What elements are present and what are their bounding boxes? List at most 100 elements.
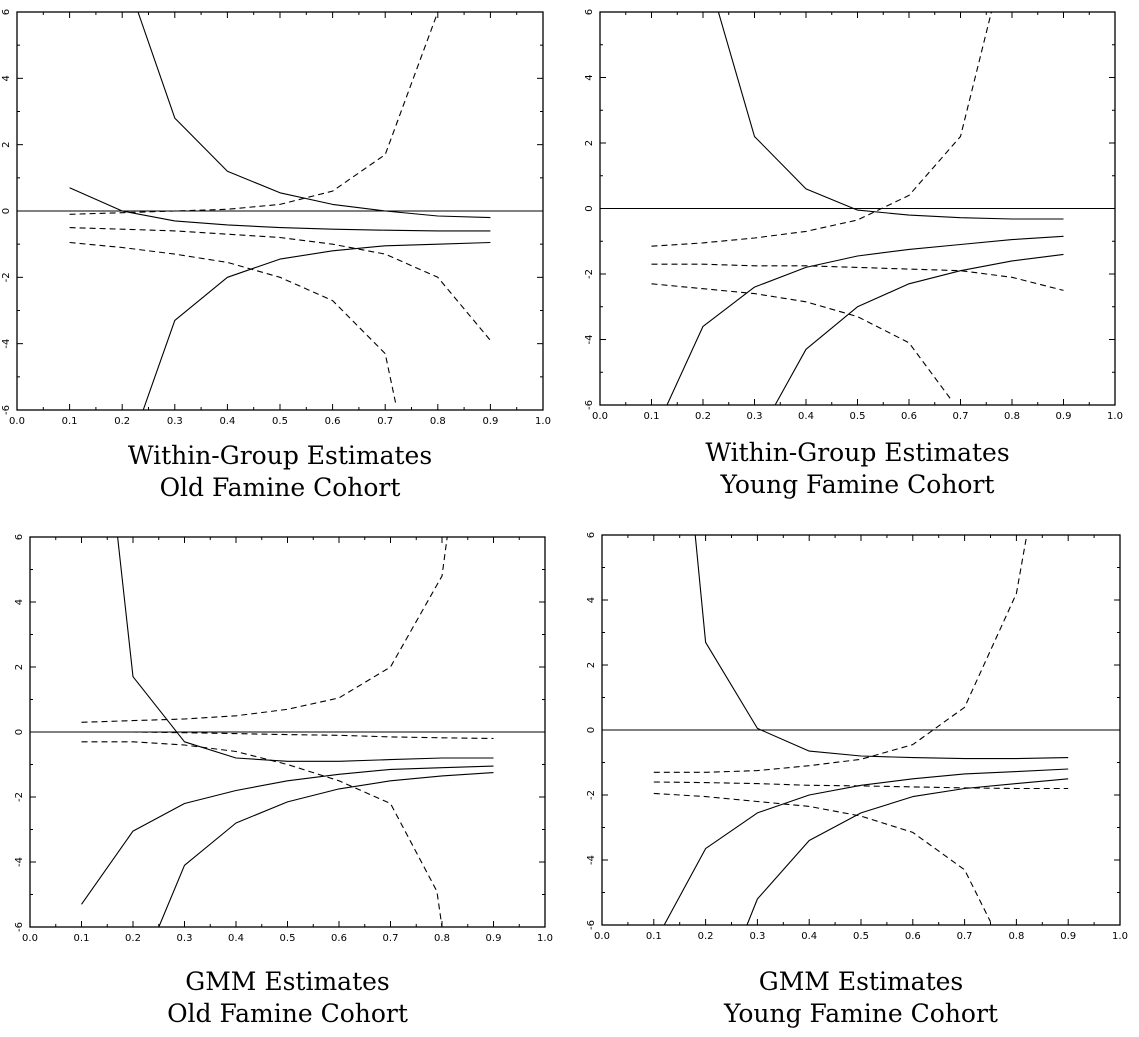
caption-line-1: Within-Group Estimates: [705, 438, 1010, 467]
y-tick-label: -4: [14, 857, 25, 867]
x-tick-label: 0.1: [644, 411, 660, 422]
dashed-series-line-3: [69, 12, 439, 215]
series-group: [651, 12, 1064, 405]
solid-series-line-1: [81, 765, 494, 905]
x-tick-label: 0.0: [22, 933, 38, 944]
y-tick-label: -6: [14, 922, 25, 932]
y-tick-label: 0: [584, 205, 595, 211]
x-tick-label: 0.9: [486, 933, 502, 944]
x-tick-label: 0.4: [798, 411, 814, 422]
x-tick-label: 0.6: [325, 416, 341, 427]
x-tick-label: 1.0: [537, 933, 553, 944]
x-tick-label: 0.4: [228, 933, 244, 944]
y-tick-label: -4: [1, 339, 12, 349]
dashed-series-line-4: [653, 781, 1069, 790]
series-group: [653, 535, 1069, 925]
chart-svg: 0.0 0.1 0.2 0.3 0.4 0.5 0.6 0.7 0.8 0.9 1.0 -6 -4 -2 0…: [584, 9, 1123, 422]
dashed-series-line-4: [69, 227, 491, 341]
caption-line-1: GMM Estimates: [758, 967, 964, 996]
solid-series-line-1: [666, 235, 1064, 405]
x-tick-label: 0.0: [9, 416, 25, 427]
x-tick-label: 0.9: [482, 416, 498, 427]
y-tick-label: 6: [14, 534, 25, 540]
x-tick-label: 0.2: [114, 416, 130, 427]
caption-line-2: Young Famine Cohort: [720, 470, 995, 499]
solid-series-line-0: [137, 12, 491, 219]
y-tick-label: 4: [584, 74, 595, 80]
y-tick-label: 6: [586, 532, 597, 538]
chart-svg: 0.0 0.1 0.2 0.3 0.4 0.5 0.6 0.7 0.8 0.9 1.0 -6 -4 -2 0…: [14, 534, 553, 944]
series-group: [69, 12, 491, 410]
y-tick-label: 0: [14, 729, 25, 735]
x-tick-label: 1.0: [1107, 411, 1123, 422]
chart-svg: 0.0 0.1 0.2 0.3 0.4 0.5 0.6 0.7 0.8 0.9 1.0 -6 -4 -2 0…: [1, 9, 551, 427]
y-tick-label: 0: [1, 208, 12, 214]
y-tick-label: 4: [1, 75, 12, 81]
x-tick-label: 0.1: [62, 416, 78, 427]
x-tick-label: 0.7: [377, 416, 393, 427]
x-tick-label: 0.6: [901, 411, 917, 422]
y-tick-label: 2: [586, 662, 597, 668]
y-tick-label: 2: [584, 140, 595, 146]
x-tick-label: 0.9: [1056, 411, 1072, 422]
solid-series-line-2: [746, 778, 1069, 925]
y-tick-label: -2: [1, 272, 12, 282]
dashed-series-line-4: [651, 263, 1064, 291]
solid-series-line-1: [69, 187, 491, 232]
x-tick-label: 0.8: [1008, 931, 1024, 942]
dashed-series-line-5: [69, 241, 397, 404]
x-tick-label: 0.5: [280, 933, 296, 944]
x-tick-label: 1.0: [1112, 931, 1128, 942]
solid-series-line-2: [142, 241, 491, 410]
dashed-series-line-4: [81, 731, 494, 740]
y-tick-label: 4: [14, 599, 25, 605]
solid-series-line-2: [774, 253, 1064, 405]
x-tick-label: 0.5: [272, 416, 288, 427]
caption-line-2: Old Famine Cohort: [167, 999, 408, 1028]
x-tick-label: 0.6: [331, 933, 347, 944]
x-tick-label: 0.2: [698, 931, 714, 942]
solid-series-line-2: [158, 772, 494, 927]
x-tick-label: 0.7: [953, 411, 969, 422]
y-tick-label: 0: [586, 727, 597, 733]
dashed-series-line-3: [653, 535, 1028, 773]
y-tick-label: -2: [586, 790, 597, 800]
caption-within-group-young: Within-Group Estimates Young Famine Coho…: [600, 437, 1115, 501]
x-tick-label: 0.0: [592, 411, 608, 422]
x-tick-label: 0.6: [905, 931, 921, 942]
x-tick-label: 0.4: [219, 416, 235, 427]
y-tick-label: 6: [584, 9, 595, 15]
dashed-series-line-3: [651, 12, 992, 247]
x-tick-label: 0.8: [1004, 411, 1020, 422]
y-tick-label: -4: [586, 855, 597, 865]
x-tick-label: 0.1: [646, 931, 662, 942]
y-tick-label: -4: [584, 335, 595, 345]
y-tick-label: -2: [14, 792, 25, 802]
x-tick-label: 0.9: [1060, 931, 1076, 942]
series-group: [81, 537, 494, 927]
caption-line-2: Young Famine Cohort: [724, 999, 998, 1028]
dashed-series-line-5: [653, 792, 991, 923]
y-tick-label: 4: [586, 597, 597, 603]
x-tick-label: 0.3: [747, 411, 763, 422]
x-tick-label: 0.3: [177, 933, 193, 944]
y-tick-label: 2: [1, 141, 12, 147]
x-tick-label: 0.7: [957, 931, 973, 942]
x-tick-label: 0.2: [695, 411, 711, 422]
panel-gmm-old: 0.0 0.1 0.2 0.3 0.4 0.5 0.6 0.7 0.8 0.9 1.0 -6 -4 -2 0…: [0, 527, 565, 952]
caption-gmm-young: GMM Estimates Young Famine Cohort: [602, 966, 1120, 1030]
solid-series-line-0: [117, 537, 494, 762]
caption-line-1: Within-Group Estimates: [127, 441, 433, 470]
solid-series-line-1: [663, 768, 1069, 925]
x-tick-label: 0.7: [383, 933, 399, 944]
caption-line-2: Old Famine Cohort: [159, 473, 401, 502]
x-tick-label: 0.5: [850, 411, 866, 422]
x-tick-label: 1.0: [535, 416, 551, 427]
solid-series-line-0: [717, 12, 1064, 220]
x-tick-label: 0.2: [125, 933, 141, 944]
x-tick-label: 0.1: [74, 933, 90, 944]
caption-within-group-old: Within-Group Estimates Old Famine Cohort: [17, 440, 543, 504]
x-tick-label: 0.8: [434, 933, 450, 944]
caption-line-1: GMM Estimates: [185, 967, 390, 996]
